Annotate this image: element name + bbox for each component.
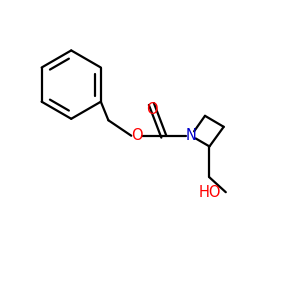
Text: N: N bbox=[186, 128, 196, 143]
Text: O: O bbox=[131, 128, 142, 143]
Text: HO: HO bbox=[199, 185, 221, 200]
Text: O: O bbox=[147, 102, 158, 117]
